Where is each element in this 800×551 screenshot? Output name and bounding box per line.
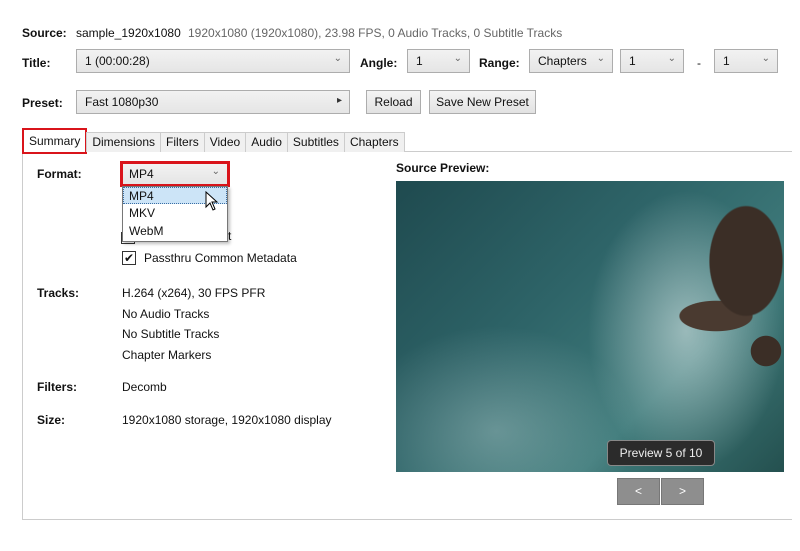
- format-select[interactable]: MP4 ⌄: [120, 161, 230, 187]
- save-new-preset-button[interactable]: Save New Preset: [429, 90, 536, 114]
- chevron-down-icon: ⌄: [211, 166, 220, 177]
- track-item: No Subtitle Tracks: [122, 327, 220, 341]
- title-select[interactable]: 1 (00:00:28) ⌄: [76, 49, 350, 73]
- preview-counter: Preview 5 of 10: [607, 440, 715, 466]
- range-end-select[interactable]: 1 ⌄: [714, 49, 778, 73]
- angle-value: 1: [416, 54, 423, 68]
- preview-next-button[interactable]: >: [661, 478, 704, 505]
- angle-select[interactable]: 1 ⌄: [407, 49, 470, 73]
- source-info: 1920x1080 (1920x1080), 23.98 FPS, 0 Audi…: [188, 26, 563, 40]
- filters-value: Decomb: [122, 380, 167, 394]
- tab-summary[interactable]: Summary: [22, 128, 88, 154]
- preview-image: [396, 181, 784, 472]
- range-type-select[interactable]: Chapters ⌄: [529, 49, 613, 73]
- angle-label: Angle:: [360, 56, 398, 70]
- size-label: Size:: [37, 413, 66, 427]
- range-start-select[interactable]: 1 ⌄: [620, 49, 684, 73]
- format-option-mp4[interactable]: MP4: [123, 187, 227, 204]
- chevron-down-icon: ⌄: [453, 53, 462, 64]
- source-label: Source:: [22, 26, 67, 40]
- passthru-checkbox[interactable]: ✔: [122, 251, 136, 265]
- title-label: Title:: [22, 56, 51, 70]
- tab-bar: Summary Dimensions Filters Video Audio S…: [22, 128, 405, 154]
- tab-filters[interactable]: Filters: [160, 132, 205, 152]
- range-label: Range:: [479, 56, 520, 70]
- mouse-cursor-icon: [205, 191, 219, 211]
- tab-chapters[interactable]: Chapters: [343, 132, 405, 152]
- source-name: sample_1920x1080: [76, 26, 181, 40]
- track-item: Chapter Markers: [122, 348, 212, 362]
- range-separator: -: [697, 56, 701, 70]
- tab-subtitles[interactable]: Subtitles: [286, 132, 345, 152]
- preset-value: Fast 1080p30: [85, 95, 159, 109]
- chevron-right-icon: ▸: [336, 95, 342, 106]
- hidden-checkbox-label: t: [228, 229, 232, 243]
- size-value: 1920x1080 storage, 1920x1080 display: [122, 413, 332, 427]
- preset-select[interactable]: Fast 1080p30 ▸: [76, 90, 350, 114]
- tab-dimensions[interactable]: Dimensions: [86, 132, 162, 152]
- filters-label: Filters:: [37, 380, 78, 394]
- tracks-label: Tracks:: [37, 286, 80, 300]
- range-start-value: 1: [629, 54, 636, 68]
- summary-panel: [22, 151, 792, 520]
- track-item: No Audio Tracks: [122, 307, 210, 321]
- tab-audio[interactable]: Audio: [245, 132, 288, 152]
- range-type-value: Chapters: [538, 54, 587, 68]
- preview-prev-button[interactable]: <: [617, 478, 660, 505]
- format-value: MP4: [129, 167, 154, 181]
- preset-label: Preset:: [22, 96, 63, 110]
- tab-video[interactable]: Video: [203, 132, 247, 152]
- reload-button[interactable]: Reload: [366, 90, 421, 114]
- source-preview-label: Source Preview:: [396, 161, 490, 175]
- chevron-down-icon: ⌄: [667, 53, 676, 64]
- range-end-value: 1: [723, 54, 730, 68]
- chevron-down-icon: ⌄: [333, 53, 342, 64]
- format-option-mkv[interactable]: MKV: [129, 206, 156, 220]
- title-value: 1 (00:00:28): [85, 54, 150, 68]
- chevron-down-icon: ⌄: [761, 53, 770, 64]
- passthru-label: Passthru Common Metadata: [144, 251, 297, 265]
- chevron-down-icon: ⌄: [596, 53, 605, 64]
- track-item: H.264 (x264), 30 FPS PFR: [122, 286, 266, 300]
- format-option-webm[interactable]: WebM: [129, 224, 164, 238]
- format-label: Format:: [37, 167, 82, 181]
